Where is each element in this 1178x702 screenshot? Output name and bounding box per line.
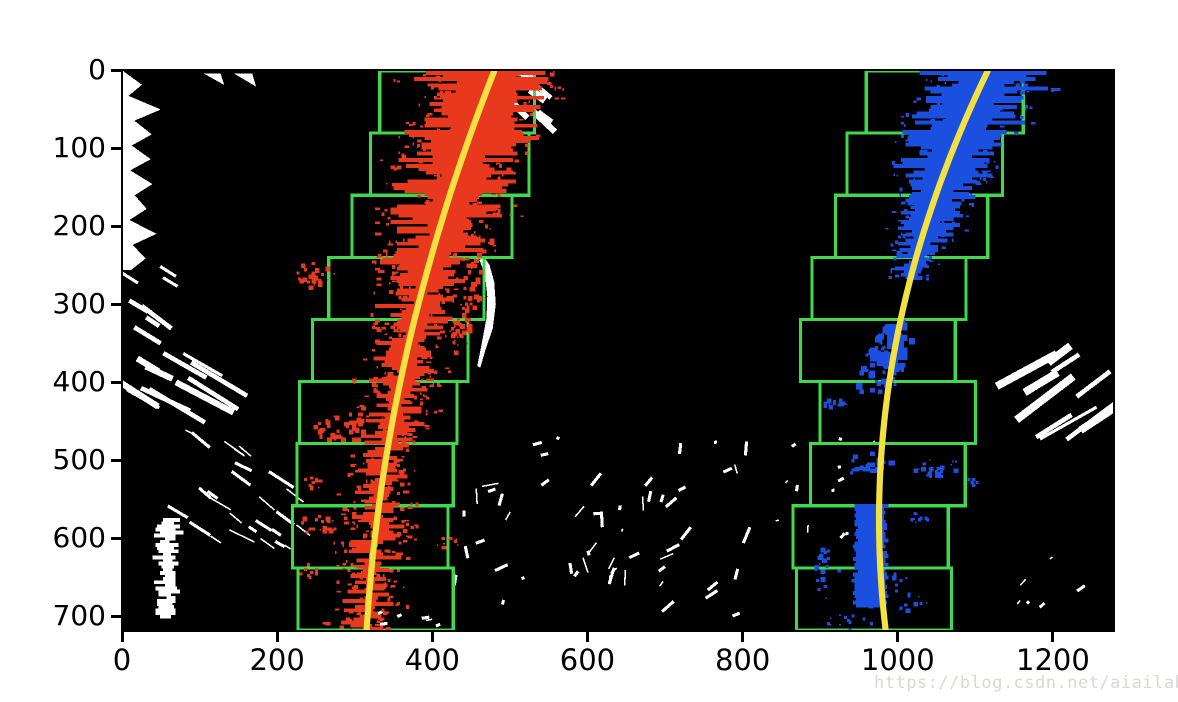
y-tick-label: 0 (88, 53, 106, 86)
x-tick-mark (275, 632, 279, 642)
y-tick-label: 700 (52, 599, 106, 633)
lane-detection-canvas (123, 71, 1113, 630)
x-tick-mark (741, 632, 745, 642)
y-tick-label: 300 (52, 287, 106, 321)
y-tick-mark (111, 536, 121, 540)
x-tick-label: 600 (559, 643, 616, 677)
y-tick-label: 500 (52, 443, 106, 477)
x-tick-mark (430, 632, 434, 642)
y-tick-mark (111, 224, 121, 228)
y-tick-label: 200 (52, 209, 106, 243)
x-tick-mark (120, 632, 124, 642)
x-tick-label: 1200 (1016, 643, 1090, 677)
y-tick-label: 100 (52, 131, 106, 165)
x-tick-label: 0 (112, 643, 132, 677)
fit-curves-layer (363, 71, 991, 630)
x-tick-label: 400 (404, 643, 460, 677)
y-tick-label: 600 (52, 521, 106, 555)
left-fit-curve (363, 71, 498, 630)
y-tick-mark (111, 380, 121, 384)
y-tick-mark (111, 146, 121, 150)
y-tick-mark (111, 302, 121, 306)
x-tick-mark (896, 632, 900, 642)
x-tick-label: 200 (249, 643, 305, 677)
y-tick-mark (111, 614, 121, 618)
x-tick-mark (585, 632, 589, 642)
y-tick-mark (111, 458, 121, 462)
watermark: https://blog.csdn.net/aiailab (874, 673, 1178, 693)
plot-area (121, 69, 1115, 632)
y-tick-mark (111, 68, 121, 72)
x-tick-label: 800 (714, 643, 771, 677)
y-tick-label: 400 (52, 365, 106, 399)
x-tick-label: 1000 (860, 643, 935, 677)
right-fit-curve (875, 71, 991, 630)
x-tick-mark (1051, 632, 1055, 642)
